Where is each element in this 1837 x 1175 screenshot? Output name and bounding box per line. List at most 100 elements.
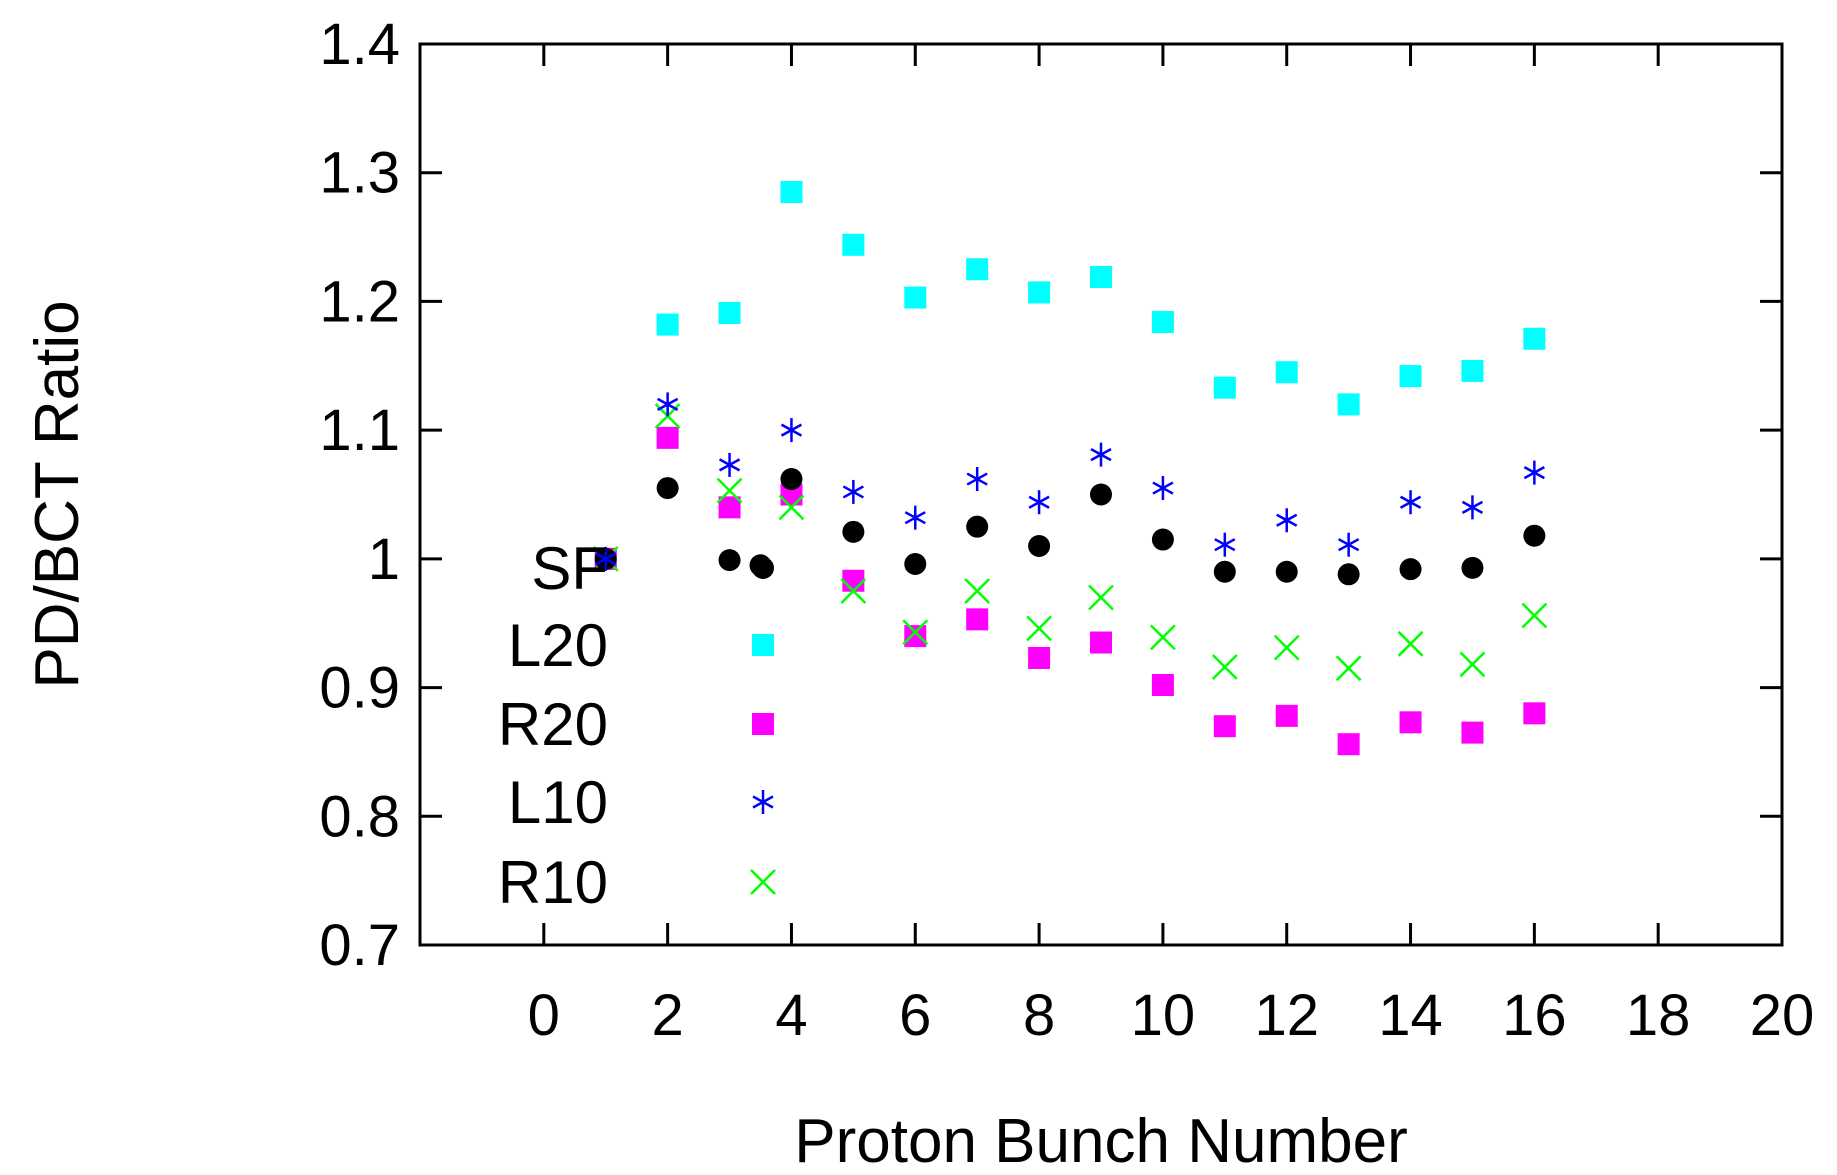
y-tick-label: 0.7 [319,913,400,978]
point-r20 [1461,721,1484,744]
point-r10 [964,578,991,604]
y-axis-label: PD/BCT Ratio [23,300,92,688]
point-sf [1399,558,1422,581]
point-sf-shape [1275,560,1298,583]
legend-marker-r10 [750,869,776,895]
legend-label-r10: R10 [498,849,608,916]
point-l10 [1461,495,1484,520]
point-l20 [1151,311,1174,334]
point-r10-stroke [1088,584,1114,611]
point-sf-shape [1213,560,1236,583]
point-l10 [966,467,988,492]
legend-marker-l20 [752,634,774,656]
point-r10-stroke [1521,602,1548,629]
point-r20 [842,569,865,592]
point-l20-shape [1523,327,1546,350]
point-sf [656,477,679,500]
x-tick-label: 2 [652,983,684,1048]
point-r20 [1337,733,1360,756]
point-r10 [902,619,929,646]
point-l10-stroke [1461,500,1484,514]
point-r20-shape [1275,704,1298,727]
point-r10-stroke [1026,615,1052,642]
legend-label-sf: SF [531,535,608,602]
x-tick-label: 16 [1502,983,1567,1048]
point-l10 [1523,460,1545,485]
point-sf [1028,534,1051,557]
point-r20 [1028,646,1051,669]
point-l20-shape [1399,365,1422,388]
point-r10 [1335,655,1362,682]
point-l20 [966,258,989,281]
point-r10 [840,578,867,604]
point-r20 [1213,715,1236,738]
point-r20 [1523,702,1546,725]
point-r20-shape [966,608,989,631]
point-l20-shape [1151,311,1174,334]
point-l20-shape [1461,359,1484,382]
point-l20-shape [1028,281,1051,304]
legend: SF L20 R20 L10 R10 [498,535,776,916]
point-l20-shape [656,313,679,336]
point-sf-shape [780,468,803,491]
point-r10 [1088,584,1114,611]
point-r20 [1275,704,1298,727]
y-tick-label: 0.8 [319,784,400,849]
point-r10-stroke [1397,630,1424,657]
tick-marks [420,42,1784,947]
point-sf-shape [1337,563,1360,586]
point-r10 [1273,634,1300,661]
point-l20-shape [966,258,989,281]
point-r10-stroke [1335,655,1362,682]
point-r20-shape [904,625,927,648]
point-l10-stroke [1028,495,1050,509]
point-l20 [842,233,865,256]
point-r20-shape [780,483,803,506]
point-r20-shape [842,569,865,592]
point-l10-stroke [595,552,617,566]
legend-marker-r20 [752,713,774,735]
tick-labels: 0 2 4 6 8 10 12 14 16 18 20 0.7 0.8 0.9 1 1.1 1.2 1.3 1.4 [319,12,1814,1048]
point-r20 [904,625,927,648]
point-r20-shape [1523,702,1546,725]
point-l20 [1461,359,1484,382]
plot-frame [418,42,1784,947]
x-tick-label: 14 [1378,983,1443,1048]
point-sf-shape [1151,528,1174,551]
point-r10 [1150,624,1176,651]
point-sf [1523,524,1546,547]
point-sf [1213,560,1236,583]
point-l10-stroke [780,423,803,437]
point-l10-stroke [842,485,864,499]
point-l10-stroke [1276,513,1298,527]
point-l20 [1028,281,1051,304]
point-l10 [595,546,617,571]
point-sf [1151,528,1174,551]
point-r10-stroke [902,619,929,646]
point-l20-shape [1275,361,1298,384]
point-sf-shape [656,477,679,500]
point-sf-shape [904,553,927,576]
y-tick-label: 1.3 [319,141,400,206]
point-r20-shape [718,496,741,519]
y-tick-label: 0.9 [319,656,400,721]
point-l10 [1214,532,1236,557]
point-l10 [842,479,864,504]
point-r20-shape [656,426,679,449]
point-r20 [780,483,803,506]
point-sf [904,553,927,576]
point-l10 [904,505,926,530]
point-l10-stroke [904,511,926,525]
point-sf-shape [842,520,865,543]
legend-label-r20: R20 [498,691,608,758]
point-r20 [1151,673,1174,696]
point-l10-stroke [657,397,679,411]
point-l10 [718,452,741,477]
point-r20-shape [1151,673,1174,696]
point-r10-stroke [1211,654,1238,680]
point-sf [718,549,741,572]
point-sf-shape [1461,556,1484,579]
point-l10 [1399,490,1422,515]
point-sf [1090,483,1112,506]
